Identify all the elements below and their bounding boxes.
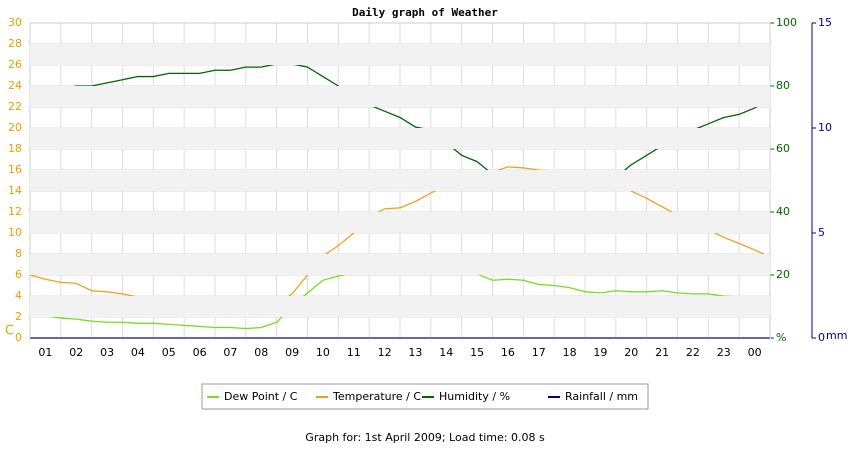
y-tick-label: 10 bbox=[8, 226, 22, 239]
y-tick-label: 18 bbox=[8, 142, 22, 155]
y2-tick-label: 20 bbox=[776, 268, 790, 281]
x-tick-label: 05 bbox=[162, 346, 176, 359]
y2-tick-label: 60 bbox=[776, 142, 790, 155]
series-line bbox=[29, 63, 771, 188]
x-tick-label: 01 bbox=[38, 346, 52, 359]
legend-box bbox=[201, 383, 649, 410]
x-tick-label: 17 bbox=[532, 346, 546, 359]
y3-unit: mm bbox=[826, 329, 847, 342]
band bbox=[30, 296, 770, 317]
x-tick-label: 15 bbox=[470, 346, 484, 359]
y-tick-label: 16 bbox=[8, 163, 22, 176]
y-tick-label: 30 bbox=[8, 16, 22, 29]
x-tick-label: 22 bbox=[686, 346, 700, 359]
x-tick-label: 03 bbox=[100, 346, 114, 359]
y2-tick-label: 100 bbox=[776, 16, 797, 29]
y-tick-label: 8 bbox=[15, 247, 22, 260]
legend: Dew Point / C Temperature / C Humidity / %… bbox=[207, 390, 638, 403]
band bbox=[30, 128, 770, 149]
y2-tick-label: 80 bbox=[776, 79, 790, 92]
x-tick-label: 16 bbox=[501, 346, 515, 359]
x-tick-label: 14 bbox=[439, 346, 453, 359]
y-tick-label: 24 bbox=[8, 79, 22, 92]
y-tick-label: 28 bbox=[8, 37, 22, 50]
x-tick-label: 08 bbox=[254, 346, 268, 359]
x-tick-label: 11 bbox=[347, 346, 361, 359]
y-tick-label: 0 bbox=[15, 331, 22, 344]
legend-label: Humidity / % bbox=[439, 390, 510, 403]
y-tick-label: 22 bbox=[8, 100, 22, 113]
x-tick-label: 13 bbox=[408, 346, 422, 359]
y-tick-label: 26 bbox=[8, 58, 22, 71]
x-tick-label: 00 bbox=[748, 346, 762, 359]
legend-label: Dew Point / C bbox=[224, 390, 298, 403]
x-tick-label: 20 bbox=[624, 346, 638, 359]
x-tick-label: 02 bbox=[69, 346, 83, 359]
y2-tick-label: 40 bbox=[776, 205, 790, 218]
x-tick-label: 06 bbox=[193, 346, 207, 359]
band bbox=[30, 170, 770, 191]
legend-label: Temperature / C bbox=[332, 390, 421, 403]
x-tick-label: 12 bbox=[378, 346, 392, 359]
y-tick-label: 12 bbox=[8, 205, 22, 218]
x-tick-label: 09 bbox=[285, 346, 299, 359]
y-tick-label: 14 bbox=[8, 184, 22, 197]
x-tick-label: 10 bbox=[316, 346, 330, 359]
chart-title: Daily graph of Weather bbox=[352, 6, 498, 19]
y-tick-label: 2 bbox=[15, 310, 22, 323]
x-tick-label: 19 bbox=[593, 346, 607, 359]
legend-label: Rainfall / mm bbox=[565, 390, 638, 403]
y3-tick-label: 0 bbox=[818, 331, 825, 344]
band bbox=[30, 212, 770, 233]
y-unit: C bbox=[5, 324, 14, 339]
y-tick-label: 20 bbox=[8, 121, 22, 134]
x-tick-label: 21 bbox=[655, 346, 669, 359]
y-tick-label: 6 bbox=[15, 268, 22, 281]
y-tick-label: 4 bbox=[15, 289, 22, 302]
band bbox=[30, 254, 770, 275]
band bbox=[30, 44, 770, 65]
band bbox=[30, 86, 770, 107]
x-tick-label: 07 bbox=[223, 346, 237, 359]
footer: Graph for: 1st April 2009; Load time: 0.… bbox=[305, 431, 545, 444]
x-tick-label: 04 bbox=[131, 346, 145, 359]
x-tick-label: 18 bbox=[563, 346, 577, 359]
x-tick-label: 23 bbox=[717, 346, 731, 359]
y3-tick-label: 5 bbox=[818, 226, 825, 239]
y3-tick-label: 15 bbox=[818, 16, 832, 29]
y2-tick-label: % bbox=[776, 331, 786, 344]
y3-tick-label: 10 bbox=[818, 121, 832, 134]
